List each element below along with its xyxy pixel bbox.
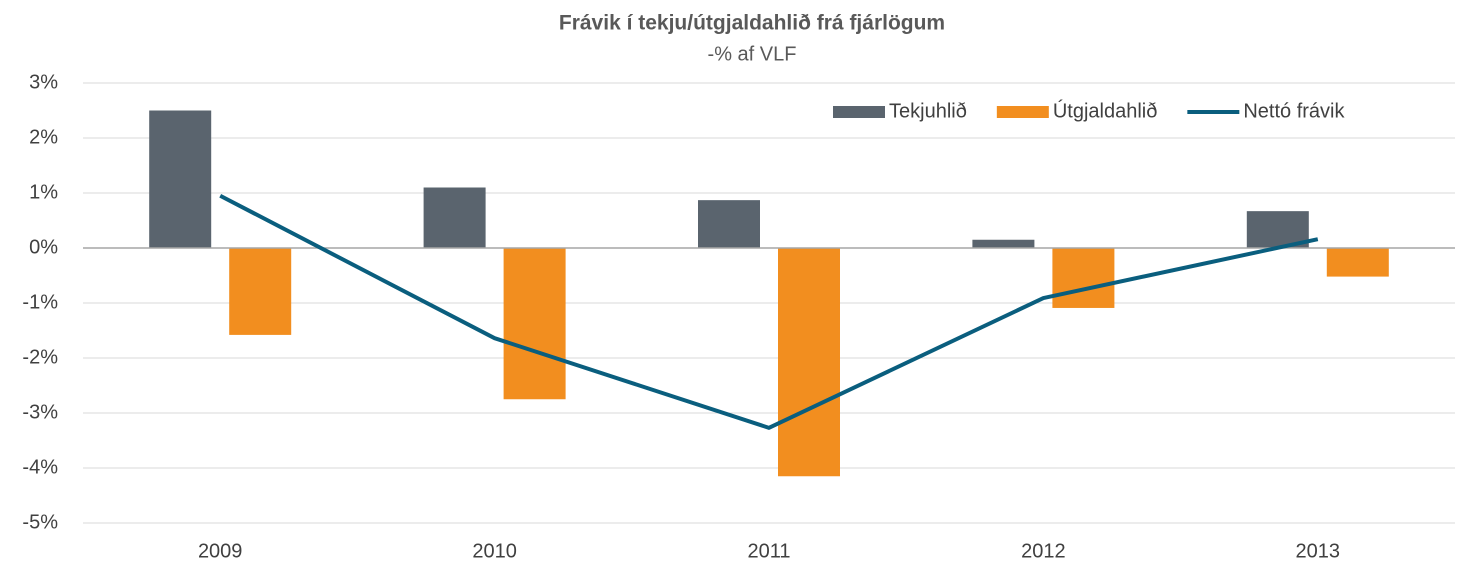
bar xyxy=(503,248,566,400)
chart-subtitle: -% af VLF xyxy=(708,43,797,65)
bar xyxy=(149,110,212,248)
legend-swatch xyxy=(833,106,885,118)
y-tick-label: 2% xyxy=(29,126,58,148)
legend-label: Útgjaldahlið xyxy=(1053,99,1158,122)
y-tick-label: -3% xyxy=(22,401,58,423)
line-series xyxy=(219,193,1319,430)
x-tick-label: 2010 xyxy=(472,540,517,562)
y-tick-label: -2% xyxy=(22,346,58,368)
bar xyxy=(1326,248,1389,277)
y-tick-label: -1% xyxy=(22,291,58,313)
bar xyxy=(698,200,760,248)
chart-title: Frávik í tekju/útgjaldahlið frá fjárlögu… xyxy=(559,12,945,35)
bar xyxy=(423,187,486,248)
y-tick-label: 3% xyxy=(29,71,58,93)
bar xyxy=(778,248,840,477)
legend-swatch xyxy=(996,106,1049,118)
legend-label: Tekjuhlið xyxy=(889,100,967,122)
x-tick-label: 2009 xyxy=(198,540,243,562)
y-tick-label: 0% xyxy=(29,236,58,258)
x-tick-label: 2011 xyxy=(747,540,790,562)
y-tick-label: 1% xyxy=(29,181,58,203)
x-tick-label: 2013 xyxy=(1296,540,1341,562)
legend-label: Nettó frávik xyxy=(1243,100,1345,122)
bar xyxy=(972,239,1035,248)
bar xyxy=(1052,248,1115,308)
x-tick-label: 2012 xyxy=(1021,540,1066,562)
y-tick-label: -5% xyxy=(22,511,58,533)
y-tick-label: -4% xyxy=(22,456,58,478)
bar xyxy=(229,248,292,335)
